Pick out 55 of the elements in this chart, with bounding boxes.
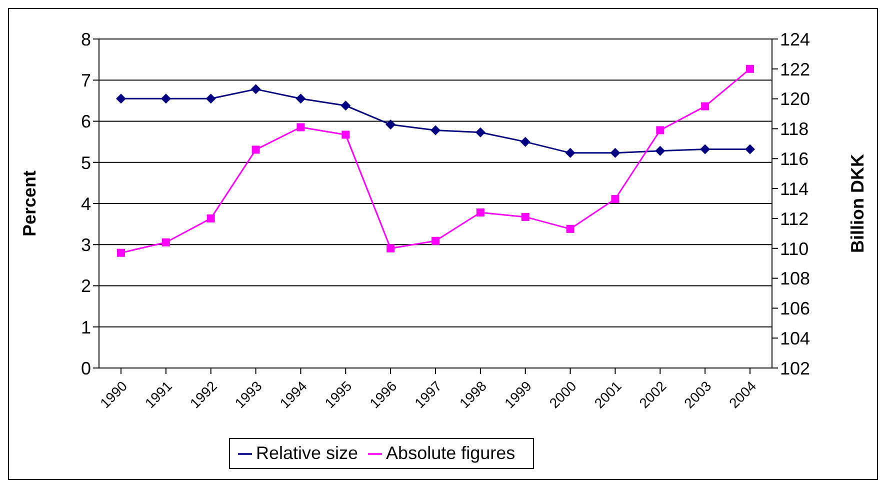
point	[430, 125, 440, 136]
legend-label: Absolute figures	[386, 443, 516, 463]
point	[746, 64, 754, 73]
y-tick-label: 0	[80, 358, 91, 378]
point	[160, 94, 171, 104]
y-tick-label: 5	[80, 152, 91, 173]
point	[116, 94, 126, 104]
y-tick-label: 6	[80, 112, 91, 132]
y2-tick-label: 104	[780, 328, 810, 348]
point	[117, 248, 125, 257]
y2-tick-label: 110	[780, 238, 809, 259]
point	[206, 214, 215, 222]
y2-tick-label: 102	[780, 358, 810, 378]
y2-tick-label: 106	[780, 298, 810, 319]
point	[520, 136, 530, 147]
y2-tick-label: 114	[780, 178, 809, 199]
point	[700, 144, 710, 154]
point	[655, 146, 666, 156]
y2-axis-title: Billion DKK	[847, 154, 868, 253]
y2-tick-label: 108	[780, 268, 810, 289]
point	[476, 208, 484, 216]
y2-tick-label: 120	[780, 89, 810, 110]
legend-label: Relative size	[256, 443, 358, 463]
point	[340, 100, 351, 111]
point	[610, 148, 620, 158]
y2-tick-label: 118	[780, 119, 809, 140]
y-tick-label: 1	[80, 317, 91, 338]
point	[206, 94, 216, 104]
point	[162, 238, 170, 246]
y-tick-label: 8	[80, 29, 91, 50]
point	[745, 144, 755, 154]
point	[565, 148, 576, 158]
y-tick-label: 4	[80, 194, 91, 214]
point	[342, 130, 350, 139]
y2-tick-label: 122	[780, 59, 810, 80]
point	[432, 236, 440, 245]
point	[296, 123, 305, 132]
y-tick-label: 7	[80, 70, 91, 91]
y2-tick-label: 112	[780, 208, 809, 229]
point	[250, 84, 261, 94]
point	[611, 195, 620, 204]
point	[566, 224, 574, 233]
y2-tick-label: 124	[780, 29, 810, 50]
y-tick-label: 2	[80, 276, 91, 296]
point	[296, 94, 306, 104]
point	[521, 212, 530, 221]
y2-tick-label: 116	[780, 149, 809, 170]
point	[656, 126, 664, 134]
point	[386, 244, 395, 252]
point	[252, 146, 260, 154]
point	[475, 127, 486, 138]
point	[701, 102, 710, 110]
point	[386, 120, 396, 130]
y-axis-title: Percent	[19, 170, 40, 237]
y-tick-label: 3	[80, 235, 91, 256]
